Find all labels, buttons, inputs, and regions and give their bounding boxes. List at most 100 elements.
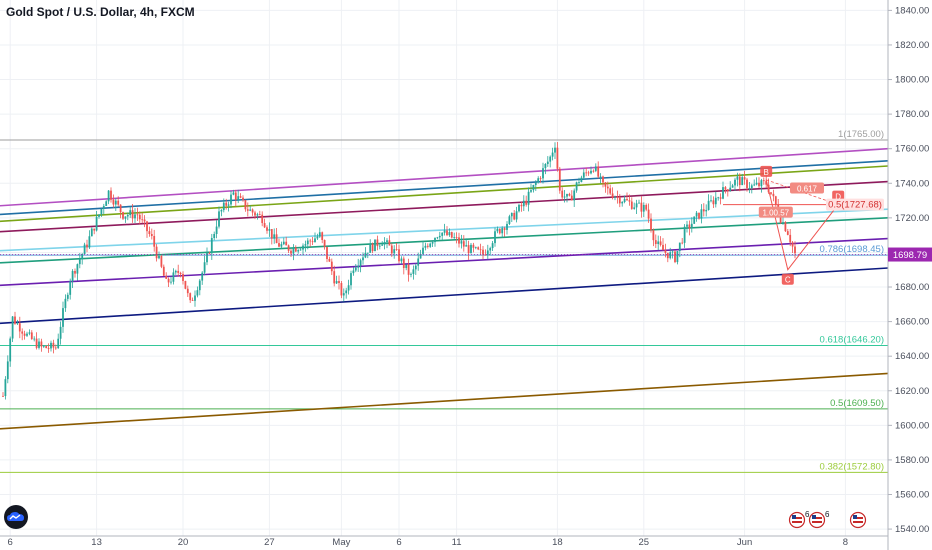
flag-stripe xyxy=(853,521,863,523)
candle-body xyxy=(695,212,698,217)
candle-body xyxy=(162,266,165,276)
candle-body xyxy=(282,241,285,245)
candle-body xyxy=(107,190,110,202)
candle-body xyxy=(342,293,345,296)
pattern-diagonal xyxy=(766,179,839,205)
price-tick-label: 1780.00 xyxy=(895,109,929,120)
fib-label: 0.786(1698.45) xyxy=(820,244,884,255)
candle-body xyxy=(522,200,525,207)
price-tick-label: 1600.00 xyxy=(895,420,929,431)
events-badge[interactable]: 6 xyxy=(788,510,811,529)
candle-body xyxy=(318,232,321,237)
time-tick-label: May xyxy=(332,537,350,548)
candle-body xyxy=(191,300,194,301)
candle-body xyxy=(789,234,792,243)
candle-body xyxy=(750,185,753,189)
candle-body xyxy=(314,238,316,243)
pattern-level-label-box xyxy=(826,198,884,211)
candle-body xyxy=(66,294,69,299)
candle-body xyxy=(184,280,187,289)
candle-body xyxy=(666,252,669,259)
candle-body xyxy=(306,240,309,245)
candle-body xyxy=(417,258,420,266)
candle-body xyxy=(592,170,595,172)
candle-body xyxy=(462,241,465,247)
candle-body xyxy=(479,249,482,251)
us-flag-badge-2[interactable] xyxy=(849,511,867,529)
candle-body xyxy=(78,259,81,265)
candle-body xyxy=(172,272,175,282)
candle-body xyxy=(712,200,715,205)
candle-body xyxy=(508,216,511,224)
candle-body xyxy=(74,270,76,274)
candle-body xyxy=(143,219,146,222)
candle-body xyxy=(50,342,52,349)
candle-body xyxy=(393,249,396,254)
candle-body xyxy=(378,245,381,247)
candle-body xyxy=(263,223,266,228)
candle-body xyxy=(606,186,609,189)
candle-body xyxy=(419,253,422,259)
candle-body xyxy=(203,262,206,273)
flag-stripe xyxy=(853,517,863,519)
candle-body xyxy=(448,232,451,236)
candle-body xyxy=(551,152,554,157)
candle-body xyxy=(510,212,513,217)
candle-body xyxy=(350,273,352,286)
flag-stripe xyxy=(812,517,822,519)
tradingview-logo[interactable] xyxy=(4,505,28,529)
candle-body xyxy=(323,239,326,247)
candle-body xyxy=(633,207,636,209)
candle-body xyxy=(683,226,686,243)
pattern-point-label: B xyxy=(764,168,769,177)
candle-body xyxy=(14,316,16,324)
candle-body xyxy=(57,338,60,349)
candle-body xyxy=(146,221,148,232)
candle-body xyxy=(227,204,230,206)
candle-body xyxy=(90,228,93,237)
candle-body xyxy=(198,280,201,291)
candle-body xyxy=(338,281,340,284)
candle-body xyxy=(407,264,410,275)
candle-body xyxy=(431,242,434,244)
candle-body xyxy=(62,308,64,327)
candle-body xyxy=(42,345,45,347)
candle-body xyxy=(18,323,21,332)
candle-body xyxy=(390,245,393,254)
candle-body xyxy=(441,232,444,236)
candle-body xyxy=(460,241,463,244)
candle-body xyxy=(530,190,532,192)
candle-body xyxy=(705,209,708,212)
candle-body xyxy=(626,198,628,201)
candle-body xyxy=(582,172,585,178)
candle-body xyxy=(794,246,796,254)
candle-body xyxy=(405,264,408,269)
time-tick-label: 11 xyxy=(452,537,462,548)
candle-body xyxy=(369,243,372,253)
us-flag-badge[interactable]: 6 xyxy=(808,510,831,529)
candle-body xyxy=(141,219,144,221)
candle-body xyxy=(578,182,580,183)
candle-body xyxy=(782,222,784,224)
candle-body xyxy=(707,200,710,210)
candle-body xyxy=(98,214,100,217)
candle-body xyxy=(105,201,108,206)
candle-body xyxy=(700,209,703,219)
candle-body xyxy=(102,205,105,209)
candle-body xyxy=(446,230,448,236)
candle-body xyxy=(333,271,336,284)
candle-body xyxy=(215,226,218,235)
candle-body xyxy=(702,209,705,212)
price-tick-label: 1620.00 xyxy=(895,386,929,397)
time-tick-label: 18 xyxy=(552,537,563,548)
candle-body xyxy=(635,203,638,208)
candle-body xyxy=(748,188,751,189)
candle-body xyxy=(174,270,177,273)
candle-body xyxy=(2,395,4,397)
candle-body xyxy=(513,212,516,220)
candle-body xyxy=(148,231,151,235)
candle-body xyxy=(23,333,26,336)
candle-body xyxy=(628,200,631,202)
